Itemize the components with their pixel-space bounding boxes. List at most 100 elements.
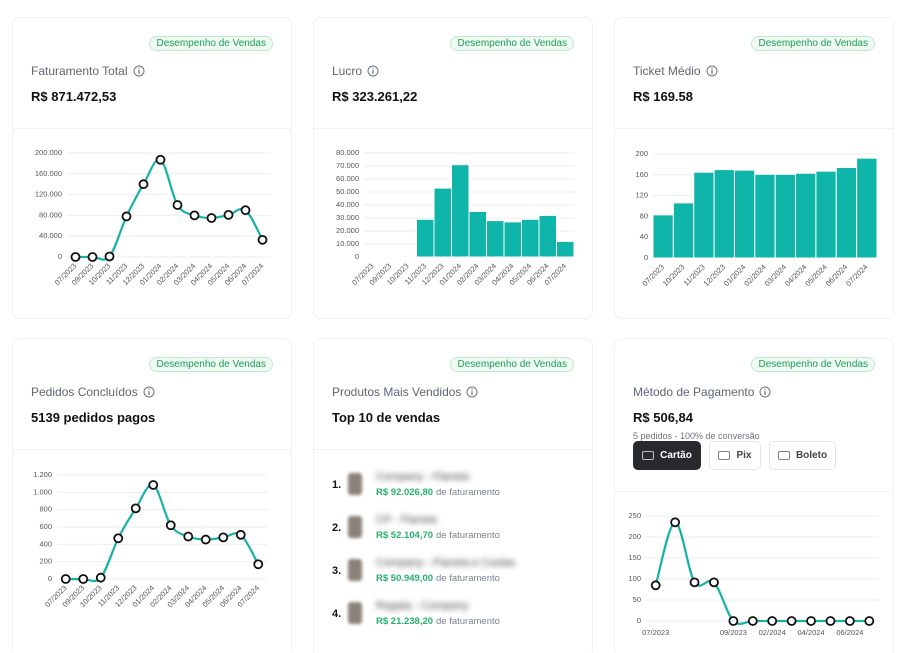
point <box>670 517 681 528</box>
title-text: Produtos Mais Vendidos <box>332 385 462 399</box>
rank: 4. <box>332 608 342 620</box>
info-icon <box>143 386 155 398</box>
rank: 2. <box>332 522 342 534</box>
point <box>183 531 194 542</box>
point <box>218 532 229 543</box>
point <box>689 577 700 588</box>
y-tick-label: 0 <box>355 252 359 261</box>
badge: Desempenho de Vendas <box>149 36 273 51</box>
point <box>709 577 719 588</box>
x-tick-label: 10/2023 <box>661 262 687 288</box>
divider <box>314 128 592 129</box>
info-dot <box>710 67 713 69</box>
tab-label: Boleto <box>795 450 828 461</box>
point <box>155 154 166 165</box>
info-icon <box>466 386 478 398</box>
info-circle <box>706 65 718 77</box>
y-tick-label: 1.000 <box>33 487 52 496</box>
info-icon <box>706 65 718 77</box>
info-dot <box>471 388 474 390</box>
bar <box>503 221 522 258</box>
headline: R$ 169.58 <box>633 89 693 104</box>
title-text: Ticket Médio <box>633 64 701 78</box>
info-circle <box>367 65 379 77</box>
y-tick-label: 150 <box>628 553 641 562</box>
card: Desempenho de Vendas Lucro R$ 323.261,22 0 1… <box>313 17 593 319</box>
y-tick-label: 80.000 <box>39 210 62 219</box>
bar <box>398 255 417 258</box>
divider <box>615 491 893 492</box>
y-tick-label: 60.000 <box>336 174 359 183</box>
card: Desempenho de Vendas Ticket Médio R$ 169.5… <box>614 17 894 319</box>
point <box>172 200 183 210</box>
point <box>95 572 106 583</box>
y-tick-label: 800 <box>39 505 52 514</box>
bar <box>538 214 557 258</box>
bar <box>733 169 756 259</box>
bar <box>363 255 382 258</box>
bar <box>486 220 505 258</box>
payment-tab[interactable]: Boleto <box>769 441 836 470</box>
product-suffix: de faturamento <box>436 573 500 584</box>
headline: 5139 pedidos pagos <box>31 410 156 425</box>
point <box>148 480 159 490</box>
bar <box>754 173 776 259</box>
y-tick-label: 40.000 <box>39 231 62 240</box>
headline: R$ 871.472,53 <box>31 89 117 104</box>
x-tick-label: 07/2024 <box>844 262 870 288</box>
bar <box>835 167 858 259</box>
bar <box>451 164 470 258</box>
point <box>165 520 176 531</box>
x-tick-label: 07/2023 <box>642 628 669 637</box>
product-thumb <box>348 516 362 538</box>
headline: R$ 323.261,22 <box>332 89 418 104</box>
bar <box>468 211 487 258</box>
info-circle <box>759 386 771 398</box>
card-title: Produtos Mais Vendidos <box>332 385 478 399</box>
badge: Desempenho de Vendas <box>450 36 574 51</box>
product-amount: R$ 21.238,20 <box>376 616 434 627</box>
divider <box>13 449 291 450</box>
y-tick-label: 400 <box>39 539 52 548</box>
point <box>189 210 200 221</box>
card-title: Pedidos Concluídos <box>31 385 155 399</box>
point <box>767 616 778 626</box>
badge: Desempenho de Vendas <box>149 357 273 372</box>
point <box>240 205 251 216</box>
y-tick-label: 0 <box>58 252 62 261</box>
info-icon <box>367 65 379 77</box>
product-name: Company - Flanela <box>376 471 469 483</box>
y-tick-label: 70.000 <box>336 161 359 170</box>
product-amount: R$ 50.949,00 <box>376 573 434 584</box>
payment-tab[interactable]: Cartão <box>633 441 701 470</box>
point <box>844 616 855 626</box>
headline: Top 10 de vendas <box>332 410 441 425</box>
y-tick-label: 30.000 <box>336 213 359 222</box>
product-thumb <box>348 473 362 495</box>
point <box>70 252 81 262</box>
x-tick-label: 02/2024 <box>759 628 786 637</box>
payment-tab[interactable]: Pix <box>709 441 761 470</box>
point <box>78 574 89 584</box>
product-name: CP - Flanela <box>376 514 437 526</box>
y-tick-label: 10.000 <box>336 239 359 248</box>
product-name: Company - Flanela e Coolas <box>376 557 516 569</box>
info-dot <box>372 67 374 69</box>
subtitle: 5 pedidos - 100% de conversão <box>633 431 760 441</box>
y-tick-label: 0 <box>637 616 641 625</box>
card-title: Método de Pagamento <box>633 385 771 399</box>
tab-label: Pix <box>736 450 752 461</box>
rank: 1. <box>332 479 342 491</box>
info-dot <box>148 388 150 390</box>
point <box>200 534 211 545</box>
y-tick-label: 250 <box>628 511 641 520</box>
point <box>138 179 149 190</box>
product-thumb <box>348 559 362 581</box>
y-tick-label: 80 <box>640 211 648 220</box>
y-tick-label: 100 <box>628 574 641 583</box>
chart: 0 10.000 20.000 30.000 40.000 50.000 60.000 70.… <box>336 148 575 287</box>
y-tick-label: 600 <box>39 522 52 531</box>
rank: 3. <box>332 565 342 577</box>
info-icon <box>759 386 771 398</box>
